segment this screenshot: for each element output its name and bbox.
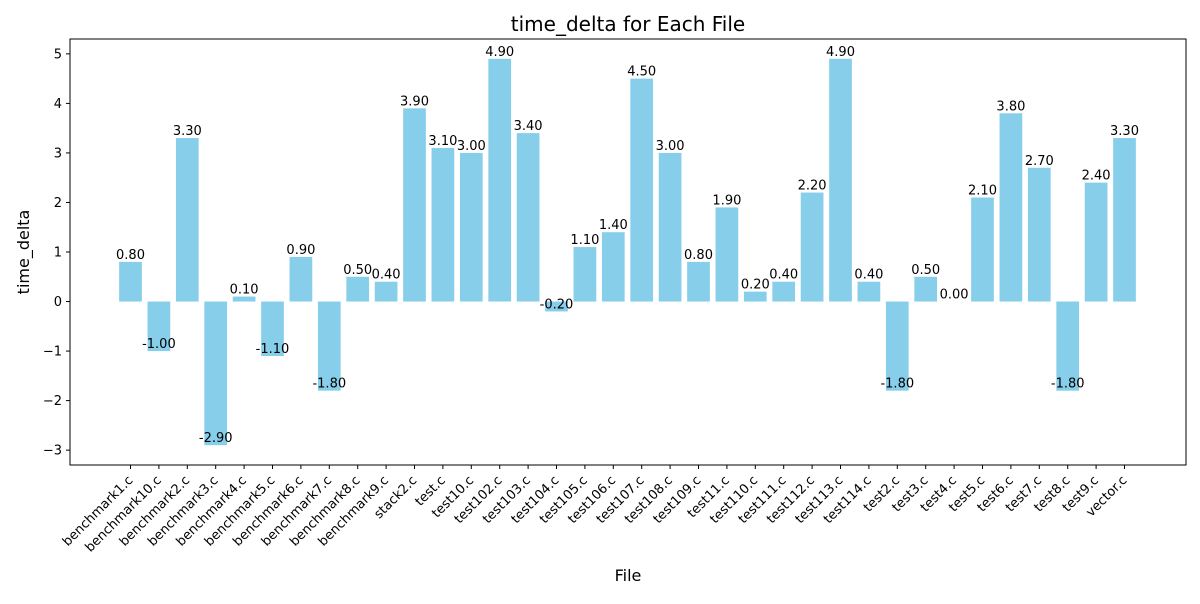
bar xyxy=(516,133,540,302)
bar-value-label: 0.00 xyxy=(940,288,969,303)
y-tick-label: 3 xyxy=(54,146,62,161)
bar xyxy=(658,152,682,302)
bar xyxy=(317,301,341,391)
bar xyxy=(999,113,1023,302)
y-axis-ticks: −3 −2 −1 0 1 2 3 4 5 xyxy=(43,47,70,459)
bar xyxy=(459,152,483,302)
value-labels-layer: 0.80 -1.00 3.30 -2.90 0.10 -1.10 0.90 -1.80 0.50… xyxy=(116,45,1139,446)
bar xyxy=(119,261,142,302)
bar xyxy=(488,58,512,302)
bar-value-label: -1.80 xyxy=(1051,377,1085,392)
bar-value-label: 0.50 xyxy=(911,263,940,278)
bar xyxy=(829,58,852,302)
bar-value-label: -1.80 xyxy=(312,377,346,392)
x-axis-label: File xyxy=(615,566,642,585)
bar xyxy=(885,301,909,391)
bar xyxy=(1084,182,1108,302)
bar-value-label: 2.10 xyxy=(968,184,997,199)
bar xyxy=(147,301,171,352)
bar-value-label: 3.30 xyxy=(1110,124,1139,139)
y-tick-label: 0 xyxy=(54,295,62,310)
bar-value-label: 3.80 xyxy=(996,99,1025,114)
bar xyxy=(971,197,994,302)
bars-layer xyxy=(119,58,1136,446)
y-tick-label: −1 xyxy=(43,345,62,360)
bar-value-label: -2.90 xyxy=(199,431,233,446)
bar-value-label: -1.80 xyxy=(880,377,914,392)
bar-value-label: 0.50 xyxy=(343,263,372,278)
bar-value-label: -1.10 xyxy=(256,342,290,357)
bar-value-label: -1.00 xyxy=(142,337,176,352)
bar xyxy=(403,108,426,302)
bar xyxy=(914,276,938,302)
bar xyxy=(573,247,597,302)
bar xyxy=(545,301,568,312)
bar-value-label: 1.10 xyxy=(570,233,599,248)
bar-value-label: 3.90 xyxy=(400,94,429,109)
y-tick-label: 2 xyxy=(54,196,62,211)
bar xyxy=(630,78,654,302)
bar-value-label: -0.20 xyxy=(540,297,574,312)
x-axis-ticks: benchmark1.cbenchmark10.cbenchmark2.cben… xyxy=(60,465,1130,555)
bar xyxy=(687,261,710,302)
bar-value-label: 3.30 xyxy=(173,124,202,139)
y-tick-label: −2 xyxy=(43,394,62,409)
y-tick-label: 5 xyxy=(54,47,62,62)
bar-value-label: 0.20 xyxy=(741,278,770,293)
bar xyxy=(1056,301,1080,391)
y-tick-label: 1 xyxy=(54,246,62,261)
bar-value-label: 4.90 xyxy=(826,45,855,60)
bar-value-label: 0.40 xyxy=(372,268,401,283)
y-tick-label: 4 xyxy=(54,97,62,112)
bar xyxy=(289,256,313,302)
bar xyxy=(232,296,256,302)
bar-value-label: 3.40 xyxy=(514,119,543,134)
bar-value-label: 0.40 xyxy=(854,268,883,283)
bar-value-label: 4.50 xyxy=(627,65,656,80)
bar-value-label: 2.40 xyxy=(1082,169,1111,184)
bar-value-label: 0.80 xyxy=(116,248,145,263)
bar-value-label: 2.70 xyxy=(1025,154,1054,169)
plot-area-frame xyxy=(69,38,1187,466)
bar-value-label: 3.00 xyxy=(457,139,486,154)
bar-value-label: 1.40 xyxy=(599,218,628,233)
bar-value-label: 0.40 xyxy=(769,268,798,283)
bar xyxy=(261,301,284,357)
bar xyxy=(204,301,228,446)
bar xyxy=(743,291,767,302)
bar xyxy=(1113,138,1136,302)
bar xyxy=(601,232,625,302)
bar-value-label: 2.20 xyxy=(798,179,827,194)
bar xyxy=(175,138,199,302)
bar xyxy=(346,276,370,302)
bar-value-label: 3.00 xyxy=(656,139,685,154)
y-tick-label: −3 xyxy=(43,444,62,459)
chart-title: time_delta for Each File xyxy=(511,12,745,36)
bar-value-label: 4.90 xyxy=(485,45,514,60)
y-axis-label: time_delta xyxy=(14,210,34,295)
bar xyxy=(772,281,796,302)
bar-value-label: 0.90 xyxy=(286,243,315,258)
bar xyxy=(374,281,398,302)
bar xyxy=(1027,167,1051,302)
bar xyxy=(431,147,455,302)
bar-value-label: 0.10 xyxy=(230,283,259,298)
bar xyxy=(800,192,824,302)
bar xyxy=(715,207,739,302)
bar-value-label: 1.90 xyxy=(712,193,741,208)
bar-value-label: 3.10 xyxy=(428,134,457,149)
bar-value-label: 0.80 xyxy=(684,248,713,263)
bar xyxy=(857,281,881,302)
